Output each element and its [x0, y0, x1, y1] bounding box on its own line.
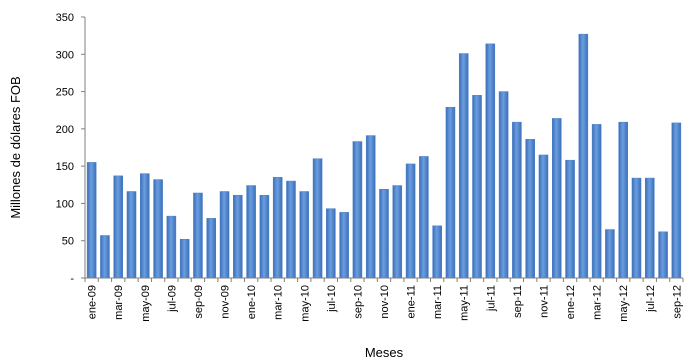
x-tick-label: mar-09: [113, 285, 125, 320]
bar-sep-09: [193, 192, 203, 279]
bar-sep-11: [512, 121, 522, 279]
x-axis-title: Meses: [365, 345, 404, 360]
y-tick-label: 100: [56, 198, 74, 210]
y-axis-ticks: - 50 100 150 200 250 300 350: [56, 12, 85, 285]
y-axis-title: Millones de dólares FOB: [8, 76, 23, 218]
bar-mar-10: [272, 177, 283, 279]
x-tick-label: sep-12: [671, 285, 683, 319]
bar-jul-11: [485, 43, 496, 279]
x-tick-label: may-12: [618, 285, 630, 322]
x-tick-label: may-11: [459, 285, 471, 321]
bar-feb-10: [259, 194, 270, 279]
y-tick-label: 250: [56, 87, 74, 99]
bar-abr-12: [605, 229, 615, 279]
x-tick-label: mar-10: [273, 285, 285, 320]
x-tick-label: nov-09: [220, 285, 232, 319]
bar-feb-12: [578, 33, 589, 279]
x-tick-label: sep-09: [193, 285, 205, 319]
x-tick-label: sep-10: [352, 285, 364, 319]
bar-mar-09: [113, 175, 123, 279]
bar-ene-12: [565, 159, 575, 279]
bar-nov-09: [219, 191, 230, 279]
bar-ago-10: [339, 212, 349, 279]
x-tick-label: jul-09: [166, 285, 178, 313]
bar-ene-11: [405, 163, 416, 279]
bar-nov-11: [538, 154, 549, 279]
bar-mar-11: [432, 225, 442, 279]
x-tick-label: ene-09: [87, 285, 99, 319]
bar-ago-09: [179, 238, 190, 279]
x-tick-label: ene-10: [246, 285, 258, 319]
bar-jun-12: [631, 177, 642, 279]
bar-jul-12: [645, 177, 655, 279]
bars-group: [86, 33, 682, 279]
y-tick-label: 200: [56, 124, 74, 136]
x-tick-label: mar-11: [432, 285, 444, 319]
x-tick-label: mar-12: [592, 285, 604, 320]
x-tick-label: ene-11: [406, 285, 418, 318]
bar-abr-09: [126, 191, 137, 279]
bar-ene-09: [86, 162, 97, 279]
bar-may-11: [458, 53, 469, 279]
y-tick-label: 150: [56, 161, 74, 173]
bar-dic-10: [392, 185, 403, 279]
bar-dic-09: [233, 194, 243, 279]
bar-oct-09: [206, 218, 217, 279]
y-tick-label: 350: [56, 12, 74, 24]
bar-oct-11: [525, 139, 535, 279]
bar-feb-09: [100, 235, 110, 279]
x-axis-ticks: ene-09 mar-09 may-09 jul-09 sep-09 nov-09 ene-…: [84, 278, 684, 322]
bar-nov-10: [379, 189, 389, 279]
x-tick-label: sep-11: [512, 285, 524, 318]
bar-jun-11: [472, 95, 482, 279]
bar-may-12: [618, 121, 628, 279]
bar-ago-12: [658, 231, 668, 279]
bar-jun-10: [312, 158, 323, 279]
bar-may-09: [140, 173, 150, 279]
bar-mar-12: [591, 124, 602, 279]
bar-oct-10: [365, 135, 376, 279]
bar-sep-12: [671, 122, 682, 279]
x-tick-label: jul-12: [645, 285, 657, 313]
bar-sep-10: [352, 141, 363, 279]
bar-feb-11: [419, 156, 429, 279]
x-tick-label: jul-10: [326, 285, 338, 313]
x-tick-label: may-09: [140, 285, 152, 322]
x-tick-label: nov-10: [379, 285, 391, 319]
x-tick-label: nov-11: [538, 285, 550, 318]
bar-abr-10: [286, 180, 296, 279]
bar-may-10: [299, 191, 310, 279]
bar-ago-11: [498, 91, 509, 279]
y-tick-label: 50: [62, 236, 74, 248]
y-tick-label: 300: [56, 49, 74, 61]
x-tick-label: jul-11: [485, 285, 497, 312]
bar-abr-11: [445, 106, 456, 279]
bar-jun-09: [153, 179, 163, 279]
bar-jul-09: [166, 215, 177, 279]
bar-jul-10: [326, 208, 336, 279]
x-tick-label: may-10: [299, 285, 311, 322]
x-tick-label: ene-12: [565, 285, 577, 319]
bar-dic-11: [551, 118, 562, 279]
y-tick-label: -: [70, 273, 74, 285]
bar-ene-10: [246, 185, 256, 279]
